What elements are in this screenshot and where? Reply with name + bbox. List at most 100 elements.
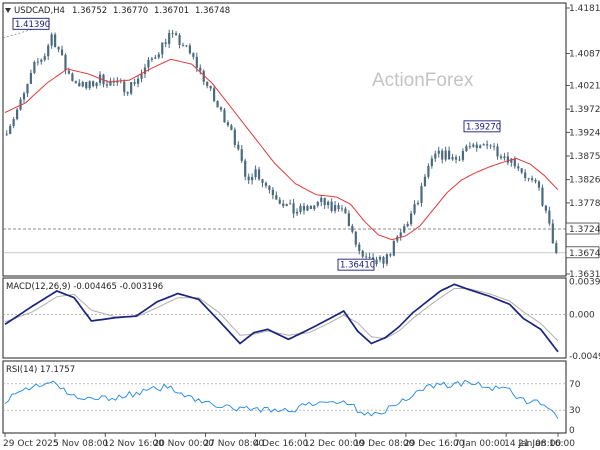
candle <box>95 81 98 89</box>
candle <box>551 219 554 244</box>
candle-body <box>192 53 195 57</box>
candle <box>126 91 129 96</box>
candle-body <box>496 146 499 157</box>
candle <box>468 142 471 150</box>
candle <box>140 69 143 83</box>
candle <box>441 148 444 164</box>
candle-body <box>410 213 413 224</box>
candle <box>385 253 389 266</box>
candle-body <box>67 70 71 74</box>
candle <box>320 194 323 207</box>
candle-body <box>223 109 226 123</box>
macd-y-label: 0.003914 <box>569 278 600 288</box>
candle-body <box>71 73 74 81</box>
candle <box>537 180 541 191</box>
candle <box>392 240 395 257</box>
candle-body <box>157 54 160 58</box>
candle-body <box>282 203 285 207</box>
candle-body <box>261 179 264 183</box>
candle <box>202 69 205 85</box>
candle-body <box>257 169 261 180</box>
candle-body <box>544 205 548 211</box>
macd-y-label: 0.000 <box>569 310 595 320</box>
candle-body <box>299 205 302 212</box>
x-tick-label: 19 Dec 08:00 <box>354 439 415 449</box>
candle <box>351 223 354 234</box>
candle <box>219 106 223 112</box>
candle-body <box>295 211 299 214</box>
candle-body <box>292 203 295 214</box>
candle <box>233 127 236 148</box>
candle-body <box>168 33 171 45</box>
candle <box>375 256 378 267</box>
candle <box>437 146 440 158</box>
candle-body <box>423 176 427 187</box>
x-tick-label: 5 Nov 08:00 <box>53 439 108 449</box>
candle-body <box>313 205 316 209</box>
candle <box>50 32 53 49</box>
candle-body <box>188 45 192 54</box>
candle-body <box>230 125 233 130</box>
candle-body <box>472 144 475 147</box>
candle-body <box>403 226 406 233</box>
candle <box>313 205 316 211</box>
candle <box>524 169 527 182</box>
candle <box>282 199 285 209</box>
candle <box>174 31 178 36</box>
candle-body <box>448 150 451 160</box>
candle-body <box>389 254 392 256</box>
candle-body <box>358 244 361 251</box>
x-tick-label: 7 Jan 00:00 <box>454 439 506 449</box>
candle <box>316 200 319 208</box>
y-axis-labels: 1.41810 1.40870 1.40210 1.39720 1.39240 1.387… <box>565 4 600 436</box>
candle-body <box>202 70 205 82</box>
price-annotation: 1.41390 <box>12 17 50 30</box>
candle <box>147 57 150 72</box>
annotation-label: 1.39270 <box>466 122 501 132</box>
candle <box>78 79 81 87</box>
candle <box>181 42 185 47</box>
candle <box>88 80 91 90</box>
candle-body <box>178 35 181 46</box>
candle <box>365 253 368 259</box>
candle <box>544 205 548 214</box>
candle <box>430 155 433 169</box>
candle-body <box>126 92 129 94</box>
candle <box>506 152 509 166</box>
rsi-panel <box>2 360 567 434</box>
candle <box>213 85 216 103</box>
candle <box>403 223 406 234</box>
candle <box>185 44 188 48</box>
candle-body <box>85 82 88 89</box>
candle <box>178 33 181 49</box>
candle-body <box>81 82 84 87</box>
candle-body <box>247 176 250 181</box>
candle <box>534 178 537 184</box>
rsi-line <box>4 379 559 419</box>
candle-body <box>444 150 447 160</box>
candle <box>74 80 77 84</box>
x-tick-label: 29 Oct 2025 <box>3 439 59 449</box>
candle-body <box>5 133 8 135</box>
candle <box>223 107 226 123</box>
candle <box>517 163 520 172</box>
candle <box>340 204 344 212</box>
candle-body <box>74 80 77 83</box>
candle-body <box>254 169 257 178</box>
candle-body <box>33 62 36 73</box>
candle <box>257 166 261 181</box>
candle <box>323 197 326 209</box>
candle <box>136 75 140 88</box>
candle-body <box>530 178 534 180</box>
candle-body <box>78 82 81 87</box>
candle <box>244 158 247 181</box>
candle <box>292 199 295 218</box>
candle-body <box>323 197 326 206</box>
candle-body <box>226 122 230 126</box>
candle-body <box>109 80 112 86</box>
annotation-label: 1.41390 <box>15 20 50 30</box>
collapse-triangle-icon[interactable] <box>5 8 11 13</box>
candle <box>482 143 485 146</box>
candle <box>472 142 475 148</box>
